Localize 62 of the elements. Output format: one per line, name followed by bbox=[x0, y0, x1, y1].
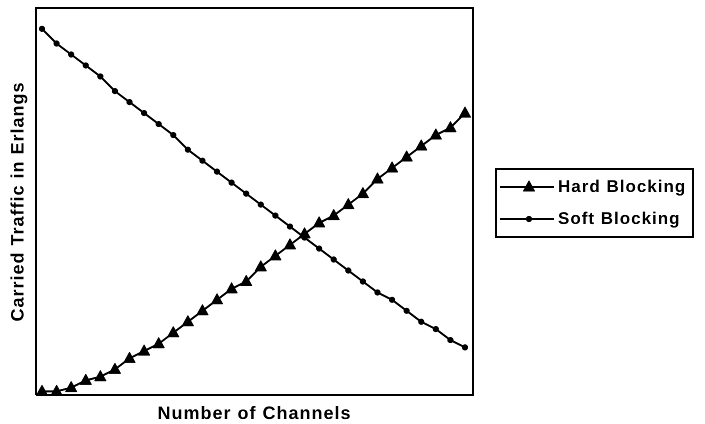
point bbox=[65, 381, 78, 392]
point bbox=[462, 344, 468, 351]
point bbox=[269, 249, 282, 260]
point bbox=[374, 289, 381, 296]
point bbox=[38, 26, 46, 32]
point bbox=[345, 267, 352, 274]
point bbox=[272, 212, 278, 219]
point bbox=[97, 73, 104, 80]
point bbox=[50, 384, 63, 395]
point bbox=[156, 120, 162, 128]
point bbox=[330, 256, 337, 263]
point bbox=[226, 282, 238, 294]
point bbox=[388, 296, 396, 303]
point bbox=[124, 352, 136, 363]
point bbox=[80, 374, 92, 385]
point bbox=[228, 180, 235, 186]
point bbox=[94, 370, 106, 382]
point bbox=[328, 209, 340, 220]
point bbox=[415, 140, 428, 151]
point bbox=[199, 158, 206, 164]
point bbox=[432, 326, 439, 332]
point bbox=[418, 318, 424, 325]
x-axis-title: Number of Channels bbox=[157, 402, 352, 423]
point bbox=[138, 344, 150, 356]
point bbox=[360, 278, 366, 285]
point bbox=[214, 168, 220, 175]
point bbox=[316, 245, 322, 252]
y-axis-title: Carried Traffic in Erlangs bbox=[7, 81, 28, 322]
point bbox=[371, 172, 384, 184]
legend-label: Hard Blocking bbox=[558, 176, 686, 198]
point bbox=[167, 326, 180, 338]
point bbox=[444, 121, 456, 132]
point bbox=[152, 337, 165, 348]
point bbox=[184, 146, 191, 153]
point bbox=[112, 88, 118, 94]
point bbox=[459, 106, 471, 118]
point bbox=[182, 315, 194, 326]
point bbox=[211, 293, 224, 304]
point bbox=[126, 98, 133, 106]
point bbox=[286, 223, 294, 230]
point bbox=[254, 260, 267, 272]
point bbox=[404, 308, 410, 314]
point bbox=[400, 150, 413, 162]
legend-label: Soft Blocking bbox=[558, 208, 681, 230]
point bbox=[258, 202, 264, 208]
point bbox=[284, 238, 296, 250]
point bbox=[342, 198, 354, 210]
point bbox=[170, 132, 176, 138]
point bbox=[108, 362, 121, 374]
point bbox=[82, 62, 89, 69]
point bbox=[313, 216, 326, 228]
point bbox=[36, 384, 48, 395]
point bbox=[53, 40, 60, 47]
point bbox=[447, 336, 454, 344]
point bbox=[356, 187, 369, 198]
point bbox=[386, 162, 398, 172]
point bbox=[243, 190, 250, 197]
point bbox=[141, 110, 148, 116]
point bbox=[196, 304, 208, 316]
point bbox=[68, 51, 74, 58]
point bbox=[430, 128, 442, 140]
point bbox=[240, 275, 252, 286]
